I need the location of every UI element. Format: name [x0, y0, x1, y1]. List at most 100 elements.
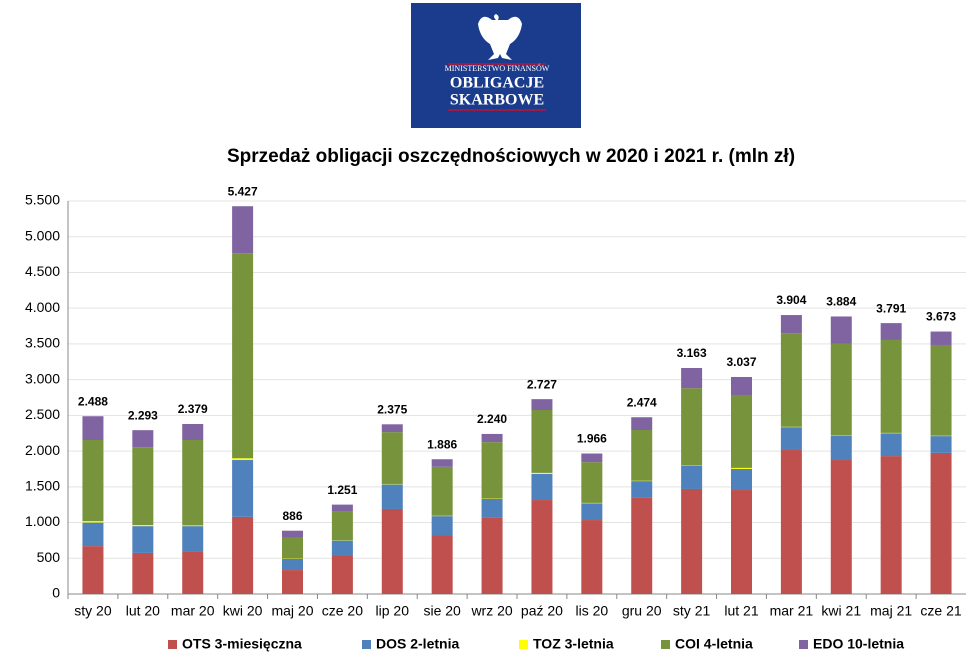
bar-segment — [681, 367, 703, 389]
bar-segment — [631, 497, 653, 594]
y-tick-label: 4.500 — [25, 263, 60, 279]
y-tick-label: 2.000 — [25, 442, 60, 458]
bar-segment — [880, 339, 902, 433]
legend-swatch — [661, 640, 670, 649]
y-tick-label: 5.000 — [25, 227, 60, 243]
total-label: 886 — [282, 509, 302, 523]
total-label: 2.293 — [128, 408, 158, 422]
bar-segment — [930, 331, 952, 345]
bar-segment — [880, 433, 902, 457]
total-label: 2.240 — [477, 412, 507, 426]
bar-segment — [830, 460, 852, 594]
x-tick-label: kwi 21 — [821, 603, 861, 619]
bar-segment — [681, 388, 703, 466]
logo-eagle — [478, 14, 522, 60]
x-tick-label: paź 20 — [521, 603, 563, 619]
bar-segment — [631, 481, 653, 498]
bar-segment — [481, 433, 503, 443]
total-label: 2.379 — [178, 402, 208, 416]
bar-segment — [830, 343, 852, 436]
bar-segment — [82, 416, 104, 441]
x-tick-label: sty 20 — [74, 603, 112, 619]
bar-segment — [282, 530, 303, 538]
total-label: 3.673 — [926, 310, 956, 324]
legend-label: OTS 3-miesięczna — [182, 636, 302, 652]
legend-label: TOZ 3-letnia — [533, 636, 614, 652]
bar-segment — [182, 526, 204, 552]
x-tick-label: lut 20 — [126, 603, 160, 619]
bar-segment — [780, 427, 802, 451]
bar-segment — [581, 520, 603, 594]
bar-segment — [631, 417, 653, 431]
total-label: 3.163 — [677, 346, 707, 360]
x-tick-label: kwi 20 — [223, 603, 263, 619]
y-tick-label: 3.000 — [25, 370, 60, 386]
x-tick-label: cze 21 — [920, 603, 961, 619]
bar-segment — [232, 206, 254, 254]
bar-segment — [182, 424, 204, 441]
bar-segment — [381, 432, 403, 484]
y-tick-label: 4.000 — [25, 299, 60, 315]
bar-segment — [481, 442, 503, 499]
bar-segment — [182, 551, 204, 594]
bar-segment — [531, 472, 553, 474]
bar-segment — [431, 535, 453, 594]
bar-segment — [381, 484, 403, 509]
bar-segment — [731, 468, 752, 491]
x-tick-label: sty 21 — [673, 603, 711, 619]
bar-segment — [531, 473, 553, 501]
bar-segment — [531, 399, 553, 411]
x-tick-label: mar 20 — [171, 603, 215, 619]
bar-segment — [132, 552, 154, 594]
bar-segment — [331, 511, 353, 541]
y-tick-label: 1.500 — [25, 478, 60, 494]
bar-segment — [681, 465, 703, 489]
y-tick-label: 0 — [52, 585, 60, 601]
x-tick-label: maj 20 — [271, 603, 313, 619]
bar-segment — [481, 498, 503, 518]
x-tick-label: sie 20 — [423, 603, 461, 619]
bar-segment — [531, 410, 553, 473]
x-tick-label: wrz 20 — [470, 603, 512, 619]
y-tick-label: 500 — [37, 549, 61, 565]
bar-segment — [830, 435, 852, 461]
total-label: 3.884 — [826, 295, 856, 309]
bar-segment — [581, 462, 603, 503]
total-label: 1.886 — [427, 437, 457, 451]
bar-segment — [431, 459, 453, 467]
total-label: 2.488 — [78, 394, 108, 408]
legend-label: EDO 10-letnia — [813, 636, 904, 652]
bar-segment — [232, 253, 254, 459]
bar-segment — [232, 460, 254, 517]
legend-label: DOS 2-letnia — [376, 636, 459, 652]
bar-segment — [132, 447, 154, 526]
bar-segment — [731, 490, 752, 594]
total-label: 1.966 — [577, 432, 607, 446]
x-tick-label: lis 20 — [575, 603, 608, 619]
logo: MINISTERSTWO FINANSÓW OBLIGACJE SKARBOWE — [411, 3, 581, 128]
bar-segment — [531, 500, 553, 594]
legend-swatch — [168, 640, 177, 649]
bar-segment — [331, 540, 353, 556]
logo-text: OBLIGACJE — [450, 75, 544, 92]
bar-segment — [132, 525, 154, 527]
x-tick-label: cze 20 — [322, 603, 363, 619]
bar-segment — [930, 344, 952, 436]
bar-segment — [82, 546, 104, 594]
chart-title: Sprzedaż obligacji oszczędnościowych w 2… — [227, 146, 795, 167]
legend-label: COI 4-letnia — [675, 636, 753, 652]
bar-segment — [132, 526, 154, 553]
bar-segment — [731, 376, 752, 395]
bar-segment — [282, 537, 303, 559]
y-tick-label: 5.500 — [25, 192, 60, 208]
bar-segment — [381, 508, 403, 594]
legend-swatch — [799, 640, 808, 649]
y-tick-label: 1.000 — [25, 513, 60, 529]
bar-segment — [232, 516, 254, 594]
bar-segment — [82, 440, 104, 522]
y-tick-label: 2.500 — [25, 406, 60, 422]
x-tick-label: gru 20 — [622, 603, 662, 619]
bar-segment — [331, 555, 353, 594]
total-label: 3.037 — [726, 355, 756, 369]
